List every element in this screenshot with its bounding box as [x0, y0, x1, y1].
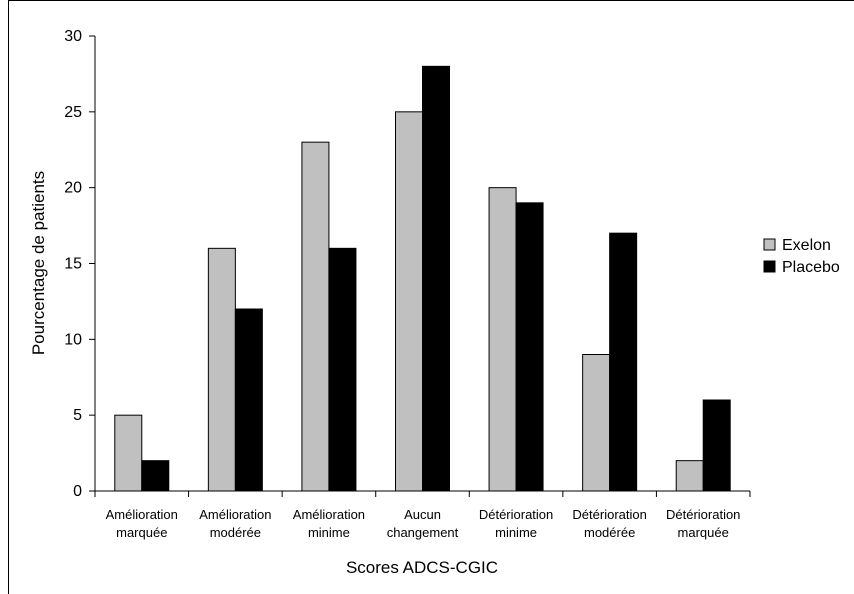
y-tick-label: 20: [64, 180, 82, 197]
legend-label-exelon: Exelon: [782, 237, 831, 254]
bar-placebo: [234, 308, 263, 492]
x-axis-title: Scores ADCS-CGIC: [346, 558, 498, 577]
bar-exelon: [114, 414, 143, 492]
bar-exelon: [301, 141, 330, 492]
x-category-label: Détérioration: [666, 507, 740, 522]
bar-placebo: [609, 232, 638, 492]
x-category-label: minime: [495, 525, 537, 540]
legend-swatch-exelon: [763, 238, 776, 251]
legend-swatch-placebo: [763, 260, 776, 273]
x-category-label: marquée: [678, 525, 729, 540]
y-tick-label: 25: [64, 104, 82, 121]
bars-layer: [114, 65, 731, 492]
x-category-label: Détérioration: [572, 507, 646, 522]
bar-exelon: [488, 187, 517, 492]
y-tick-label: 10: [64, 331, 82, 348]
y-tick-label: 0: [73, 483, 82, 500]
bar-exelon: [675, 460, 704, 492]
bar-placebo: [422, 65, 450, 492]
legend-label-placebo: Placebo: [782, 259, 840, 276]
x-category-label: Amélioration: [106, 507, 178, 522]
x-category-label: Détérioration: [479, 507, 553, 522]
y-tick-label: 30: [64, 28, 82, 45]
bar-placebo: [515, 202, 544, 492]
bar-placebo: [328, 247, 357, 492]
y-tick-label: 5: [73, 407, 82, 424]
bar-exelon: [582, 354, 611, 492]
bar-placebo: [702, 399, 731, 492]
bar-placebo: [141, 460, 170, 492]
x-category-label: minime: [308, 525, 350, 540]
y-ticks: 0 5 10 15 20 25 30: [64, 28, 95, 500]
x-ticks: Amélioration marquée Amélioration modérée Am…: [94, 491, 751, 540]
chart-frame: [8, 0, 854, 594]
x-category-label: Aucun: [404, 507, 441, 522]
x-category-label: modérée: [584, 525, 635, 540]
x-category-label: changement: [387, 525, 459, 540]
y-tick-label: 15: [64, 256, 82, 273]
x-category-label: Amélioration: [293, 507, 365, 522]
bar-exelon: [395, 111, 423, 492]
x-category-label: marquée: [116, 525, 167, 540]
x-category-label: Amélioration: [199, 507, 271, 522]
x-category-label: modérée: [210, 525, 261, 540]
y-axis-title: Pourcentage de patients: [29, 171, 48, 355]
legend: Exelon Placebo: [763, 237, 840, 276]
bar-exelon: [207, 247, 236, 492]
